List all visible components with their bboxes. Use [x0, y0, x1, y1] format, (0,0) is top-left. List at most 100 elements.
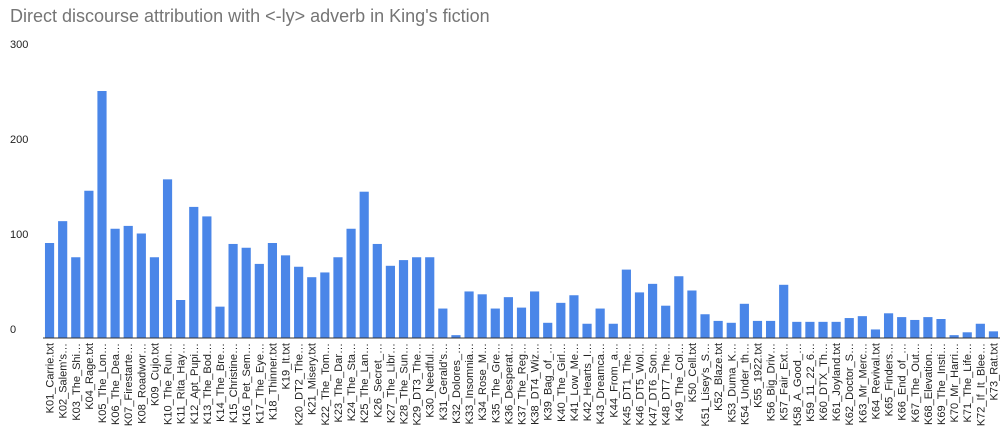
x-tick-label: K17_The_Eye…: [254, 343, 266, 424]
x-tick-label: K35_The_Gre…: [490, 343, 502, 423]
x-tick-label: K09_Cujo.txt: [149, 343, 161, 406]
bar: [608, 323, 618, 338]
x-tick-label: K73_Rat.txt: [988, 343, 1000, 400]
x-tick-label: K60_DTX_Th…: [818, 343, 830, 421]
x-tick-label: K57_Fair_Ext…: [779, 343, 791, 421]
x-tick-label: K19_It.txt: [281, 343, 293, 389]
x-tick-label: K43_Dreamca…: [595, 343, 607, 424]
bar: [202, 216, 212, 338]
x-tick-label: K02_Salem's…: [58, 343, 70, 418]
x-tick-label: K22_The_Tom…: [320, 343, 332, 426]
bar: [149, 257, 160, 338]
x-tick-label: K66_End_of_…: [897, 343, 909, 421]
bar: [267, 243, 278, 338]
x-tick-label: K51_Lisey's_S…: [700, 343, 712, 426]
bar: [307, 277, 317, 338]
bar: [883, 313, 894, 338]
bar: [451, 335, 461, 338]
bar: [818, 321, 828, 338]
x-tick-label: K20_DT2_The…: [294, 343, 306, 426]
x-tick-label: K27_The_Libr…: [385, 343, 397, 423]
bar: [975, 323, 985, 338]
x-tick-label: K26_Secret_…: [372, 343, 384, 418]
bar: [792, 321, 802, 338]
x-tick-label: K64_Revival.txt: [870, 343, 882, 419]
x-tick-label: K06_The_Dea…: [110, 343, 122, 425]
bar: [320, 272, 330, 338]
x-tick-label: K45_DT1_The…: [621, 343, 633, 426]
y-tick-label: 300: [10, 39, 28, 51]
x-tick-label: K61_Joyland.txt: [831, 343, 843, 421]
x-tick-label: K62_Doctor_S…: [844, 343, 856, 426]
x-tick-label: K11_Rita_Hay…: [176, 343, 188, 424]
bar: [949, 335, 959, 338]
bar: [910, 319, 920, 338]
x-tick-label: K55_1922.txt: [752, 343, 764, 408]
y-tick-label: 100: [10, 229, 28, 241]
x-tick-label: K68_Elevation…: [923, 343, 935, 425]
x-tick-label: K33_Insomnia…: [464, 343, 476, 424]
x-tick-label: K52_Blaze.txt: [713, 343, 725, 411]
bar: [765, 320, 776, 338]
x-tick-label: K59_11_22_6…: [805, 343, 817, 422]
bar: [726, 322, 736, 338]
bar: [97, 91, 107, 338]
x-tick-label: K01_Carrie.txt: [45, 343, 57, 413]
x-tick-label: K38_DT4_Wiz…: [530, 343, 542, 425]
x-tick-label: K58_A_Good_…: [792, 343, 804, 426]
bar: [897, 317, 907, 338]
bar: [333, 257, 343, 338]
x-tick-label: K54_Under_th…: [739, 343, 751, 425]
bar: [189, 206, 199, 338]
bar: [162, 179, 173, 338]
bar: [831, 321, 841, 338]
x-tick-label: K48_DT7_The…: [661, 343, 673, 426]
bar: [294, 266, 304, 338]
bar: [398, 260, 409, 338]
x-tick-label: K71_The_Life…: [962, 343, 974, 423]
x-tick-label: K13_The_Bod…: [202, 343, 214, 424]
chart-title: Direct discourse attribution with <-ly> …: [10, 6, 490, 26]
bar: [385, 265, 395, 338]
x-tick-label: K39_Bag_of_…: [543, 343, 555, 421]
x-tick-label: K70_Mr_Harri…: [949, 343, 961, 422]
bar: [634, 292, 645, 338]
y-tick-label: 0: [10, 324, 16, 336]
bar: [621, 269, 631, 338]
bar: [569, 295, 579, 338]
x-tick-label: K34_Rose_M…: [477, 343, 489, 421]
x-tick-label: K41_Low_Me…: [569, 343, 581, 421]
x-tick-label: K37_The_Reg…: [517, 343, 529, 425]
x-tick-label: K50_Cell.txt: [687, 343, 699, 402]
bar: [215, 306, 225, 338]
x-tick-label: K24_The_Sta…: [346, 343, 358, 421]
x-tick-label: K08_Roadwor…: [136, 343, 148, 424]
x-tick-label: K49_The_Col…: [674, 343, 686, 421]
x-tick-label: K44_From_a…: [608, 343, 620, 418]
x-tick-label: K69_The_Insti…: [936, 343, 948, 425]
bar: [136, 233, 146, 338]
bar: [280, 255, 291, 338]
x-tick-label: K47_DT6_Son…: [648, 343, 660, 426]
x-tick-label: K46_DT5_Wol…: [634, 343, 646, 425]
bar: [543, 322, 553, 338]
bar: [84, 190, 94, 338]
x-tick-label: K03_The_Shi…: [71, 343, 83, 421]
bar: [700, 314, 710, 338]
bar: [962, 332, 972, 338]
bar: [254, 263, 264, 338]
bar: [713, 320, 723, 338]
bar: [805, 321, 815, 338]
x-tick-label: K63_Mr_Merc…: [857, 343, 869, 423]
x-tick-label: K18_Thinner.txt: [267, 343, 279, 420]
bar: [752, 320, 763, 338]
x-tick-label: K31_Gerald's…: [438, 343, 450, 420]
x-tick-label: K29_DT3_The…: [412, 343, 424, 426]
x-tick-label: K56_Big_Driv…: [766, 343, 778, 421]
x-tick-label: K12_Apt_Pupi…: [189, 343, 201, 424]
bar: [503, 297, 513, 338]
bar: [176, 300, 186, 338]
y-tick-label: 200: [10, 134, 28, 146]
x-tick-label: K32_Dolores_…: [451, 343, 463, 424]
